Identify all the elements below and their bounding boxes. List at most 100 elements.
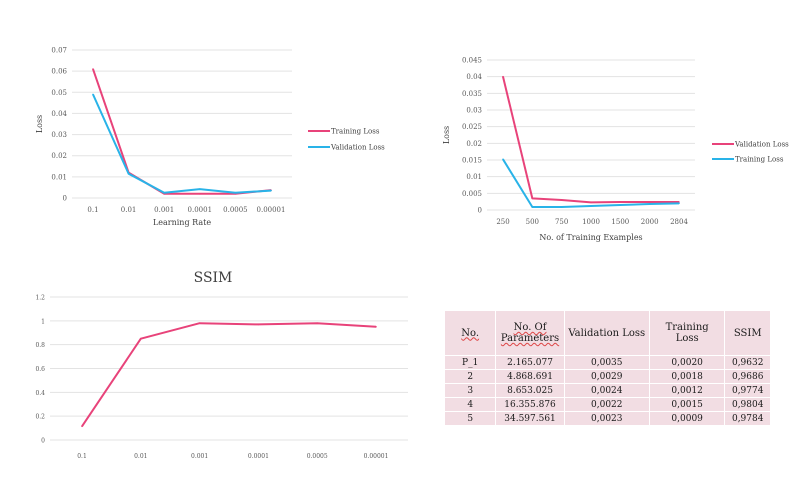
y-tick-label: 0 [63,195,67,203]
x-axis-label: Learning Rate [153,218,211,227]
y-tick-label: 0.6 [35,366,45,373]
y-tick-label: 0.07 [51,47,67,55]
y-tick-label: 0.05 [51,89,67,97]
column-header-no: No. [443,310,497,356]
data-point [198,322,201,325]
data-point [163,191,165,194]
table-cell: 0,0035 [563,355,650,370]
data-point [560,199,563,201]
column-header-ssim: SSIM [724,310,771,356]
x-tick-label: 750 [555,218,568,226]
x-axis-label: No. of Training Examples [539,233,642,242]
x-tick-label: 0.1 [87,206,98,214]
table-row: 5 34.597.561 0,0023 0,0009 0,9784 [443,411,771,426]
table-cell: 2 [443,369,497,384]
table-cell: 34.597.561 [495,411,565,426]
y-tick-label: 1.2 [35,295,45,302]
y-tick-label: 0.03 [466,107,482,115]
x-tick-label: 0.01 [134,453,147,460]
table-cell: 4 [443,397,497,412]
legend-label: Training Loss [331,128,380,136]
table-cell: 0,9686 [724,369,771,384]
y-axis-label: Loss [35,115,44,133]
y-tick-label: 0.04 [51,110,67,118]
y-tick-label: 0.03 [51,131,67,139]
y-tick-label: 0.8 [35,342,45,349]
x-tick-label: 0.001 [191,453,208,460]
x-tick-label: 0.001 [154,206,174,214]
table-cell: 0,0009 [648,411,726,426]
table-cell: 8.653.025 [495,383,565,398]
x-tick-label: 0.0001 [248,453,269,460]
data-point [648,201,651,203]
data-point [270,189,272,192]
y-tick-label: 0.015 [462,157,482,165]
y-tick-label: 0.06 [51,68,67,76]
x-tick-label: 2804 [670,218,688,226]
y-tick-label: 0.035 [462,90,482,98]
x-tick-label: 0.01 [121,206,137,214]
x-tick-label: 500 [526,218,539,226]
table-cell: P_1 [443,355,497,370]
column-header-parameters: No. Of Parameters [495,310,565,356]
y-tick-label: 0.045 [462,57,482,65]
data-point [257,323,260,326]
table-cell: 0,0023 [563,411,650,426]
data-point [502,158,504,161]
table-cell: 0,9804 [724,397,771,412]
data-point [92,68,94,70]
data-point [140,337,142,340]
y-tick-label: 0.2 [35,414,45,421]
y-tick-label: 0.005 [462,190,482,198]
x-tick-label: 0.1 [77,453,87,460]
data-point [590,201,592,204]
legend-label: Validation Loss [734,141,789,149]
data-point [560,206,563,208]
table-cell: 2.165.077 [495,355,565,370]
table-cell: 0,0012 [648,383,726,398]
table-cell: 0,0020 [648,355,726,370]
x-tick-label: 1500 [611,218,629,226]
data-point [234,191,237,194]
data-point [619,204,622,206]
y-tick-label: 0.4 [35,390,45,397]
y-tick-label: 0.02 [51,152,67,160]
x-tick-label: 1000 [582,218,600,226]
data-point [502,75,504,78]
column-header-training-loss: Training Loss [648,310,726,356]
y-tick-label: 0.025 [462,123,482,131]
x-tick-label: 0.00001 [364,453,389,460]
x-tick-label: 0.00001 [257,206,286,214]
table-row: 3 8.653.025 0,0024 0,0012 0,9774 [443,383,771,398]
data-point [199,188,201,190]
table-cell: 0,0029 [563,369,650,384]
y-tick-label: 1 [41,318,45,325]
data-point [678,202,680,205]
table-cell: 0,0022 [563,397,650,412]
x-tick-label: 0.0001 [188,206,213,214]
y-tick-label: 0 [41,438,45,445]
data-point [531,206,534,208]
table-cell: 4.868.691 [495,369,565,384]
data-point [316,322,319,325]
table-cell: 0,0024 [563,383,650,398]
legend-label: Validation Loss [330,144,385,152]
table-cell: 16.355.876 [495,397,565,412]
chart-title: SSIM [194,270,233,286]
table-row: 2 4.868.691 0,0029 0,0018 0,9686 [443,369,771,384]
legend-label: Training Loss [735,156,784,164]
y-tick-label: 0 [478,207,482,215]
y-tick-label: 0.04 [466,73,482,81]
data-point [375,325,377,328]
y-tick-label: 0.01 [51,173,67,181]
table-row: P_1 2.165.077 0,0035 0,0020 0,9632 [443,355,771,370]
data-point [199,192,201,195]
data-point [619,201,622,203]
data-point [648,203,651,205]
data-point [531,197,534,200]
series-line-ssim [81,322,377,427]
series-line-validation-loss [92,93,272,194]
